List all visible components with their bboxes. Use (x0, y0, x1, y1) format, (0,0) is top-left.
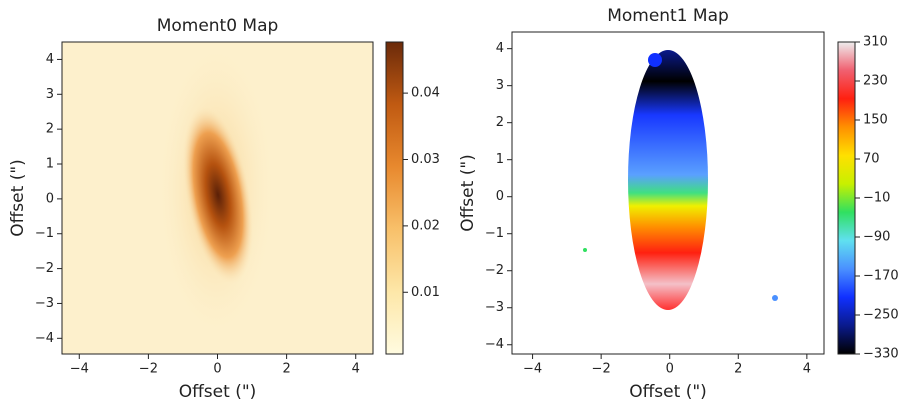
y-tick-label: −4 (485, 337, 504, 352)
y-tick-label: 4 (496, 41, 504, 56)
y-tick-label: 1 (46, 157, 54, 172)
colorbar-tick-label: 70 (863, 152, 880, 167)
y-tick-label: 2 (46, 122, 54, 137)
y-tick-label: 2 (496, 115, 504, 130)
colorbar-tick-label: −250 (863, 308, 899, 323)
velocity-speck (648, 53, 662, 67)
x-tick-label: 4 (352, 362, 360, 377)
x-tick-label: −4 (70, 362, 89, 377)
y-tick-label: −1 (35, 226, 54, 241)
colorbar-tick-label: 0.01 (411, 285, 440, 300)
colorbar-tick-label: 0.02 (411, 218, 440, 233)
x-tick-label: 0 (213, 362, 221, 377)
emission-core (182, 106, 254, 284)
y-tick-label: −4 (35, 331, 54, 346)
x-tick-label: −2 (139, 362, 158, 377)
colorbar-tick-label: 0.04 (411, 86, 440, 101)
y-tick-label: 0 (46, 191, 54, 206)
y-tick-label: −2 (485, 263, 504, 278)
colorbar-tick-label: 230 (863, 74, 888, 89)
velocity-field (628, 50, 708, 310)
y-tick-label: 3 (496, 78, 504, 93)
colorbar-tick-label: 310 (863, 35, 888, 50)
y-tick-label: −1 (485, 226, 504, 241)
colorbar-tick-label: −10 (863, 191, 890, 206)
x-tick-label: 2 (734, 362, 742, 377)
colorbar-tick-label: −170 (863, 269, 899, 284)
y-tick-label: −3 (35, 296, 54, 311)
axes-frame (511, 31, 825, 355)
y-tick-label: 4 (46, 52, 54, 67)
y-axis-label: Offset (") (458, 154, 478, 232)
x-axis-label: Offset (") (629, 382, 707, 402)
chart-title: Moment1 Map (607, 6, 729, 26)
colorbar-tick-label: 0.03 (411, 152, 440, 167)
colorbar-tick-label: 150 (863, 113, 888, 128)
y-tick-label: −3 (485, 300, 504, 315)
x-tick-label: 2 (282, 362, 290, 377)
y-tick-label: 3 (46, 87, 54, 102)
x-tick-label: 0 (666, 362, 674, 377)
colorbar-tick-label: −90 (863, 230, 890, 245)
velocity-speck (772, 295, 778, 301)
moment0-image (62, 42, 373, 354)
y-axis-label: Offset (") (8, 159, 28, 237)
colorbar-tick-label: −330 (863, 347, 899, 362)
chart-title: Moment0 Map (157, 16, 279, 36)
colorbar (385, 41, 404, 355)
y-tick-label: 0 (496, 189, 504, 204)
y-tick-label: −2 (35, 261, 54, 276)
x-tick-label: −4 (523, 362, 542, 377)
velocity-speck (583, 248, 587, 252)
y-tick-label: 1 (496, 152, 504, 167)
moment1-image (512, 32, 824, 354)
x-tick-label: −2 (592, 362, 611, 377)
colorbar (837, 41, 856, 355)
x-axis-label: Offset (") (179, 382, 257, 402)
x-tick-label: 4 (803, 362, 811, 377)
